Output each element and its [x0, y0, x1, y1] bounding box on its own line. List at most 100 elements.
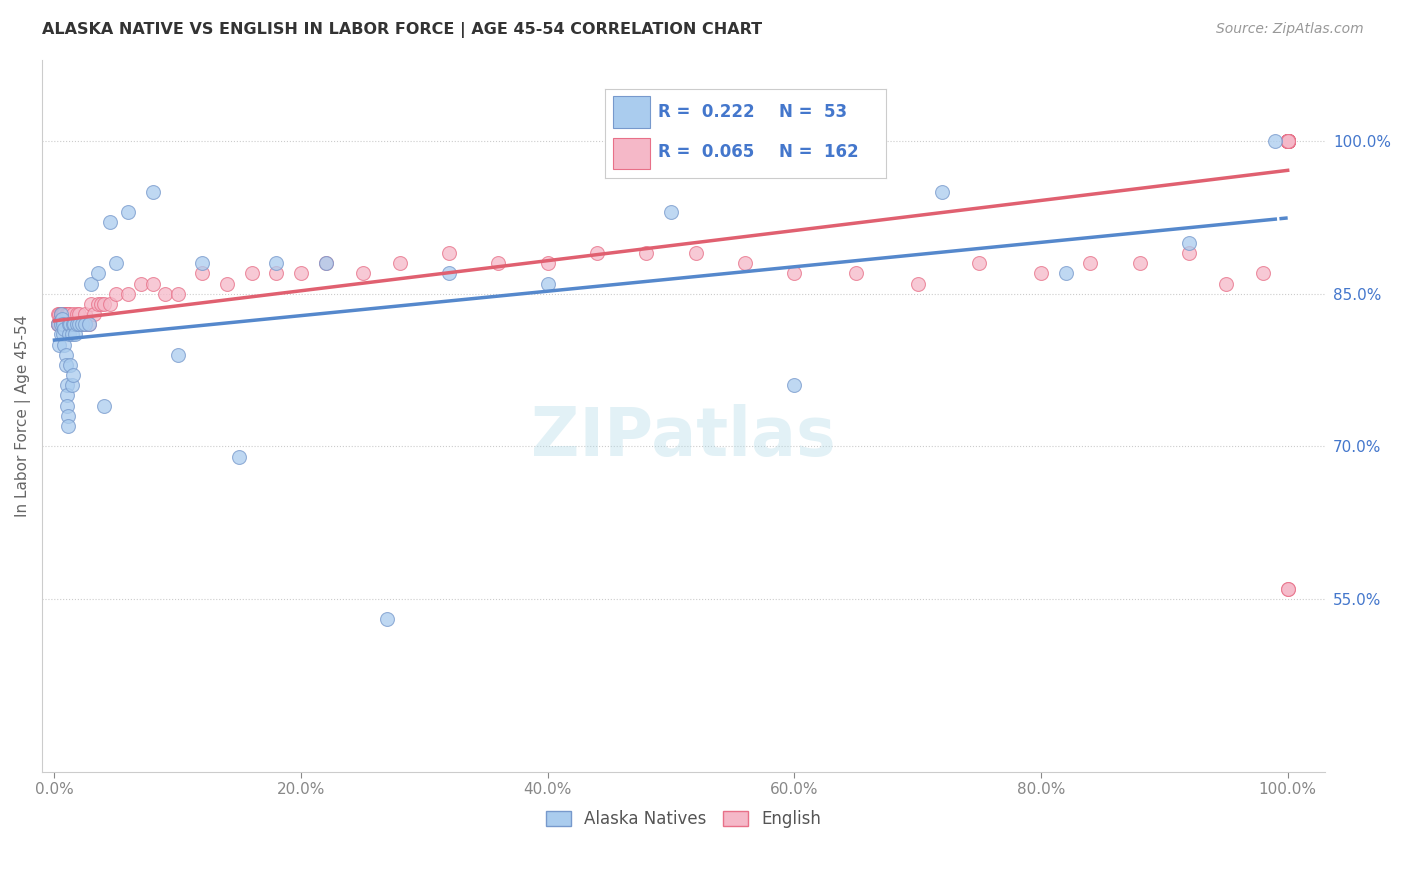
- Point: [1277, 134, 1299, 148]
- Point: [1277, 582, 1299, 596]
- Point: [75, 317, 97, 331]
- Point: [52, 307, 75, 321]
- Point: [105, 256, 128, 270]
- Point: [783, 378, 806, 392]
- Point: [1277, 134, 1299, 148]
- Point: [53, 317, 76, 331]
- Point: [62, 317, 84, 331]
- Point: [1277, 134, 1299, 148]
- Point: [1277, 134, 1299, 148]
- Text: Source: ZipAtlas.com: Source: ZipAtlas.com: [1216, 22, 1364, 37]
- Point: [1277, 134, 1299, 148]
- Point: [53, 317, 76, 331]
- Point: [1277, 134, 1299, 148]
- Point: [53, 322, 76, 336]
- Point: [55, 317, 77, 331]
- Point: [1277, 134, 1299, 148]
- Point: [51, 317, 73, 331]
- Point: [56, 409, 79, 423]
- Point: [55, 307, 77, 321]
- Text: N =  162: N = 162: [779, 143, 859, 161]
- Point: [48, 317, 70, 331]
- Point: [52, 317, 75, 331]
- Point: [46, 317, 69, 331]
- Point: [60, 378, 83, 392]
- Point: [1277, 134, 1299, 148]
- FancyBboxPatch shape: [613, 138, 650, 169]
- Point: [60, 317, 83, 331]
- Point: [1277, 134, 1299, 148]
- Point: [659, 205, 682, 219]
- Point: [783, 266, 806, 280]
- Point: [77, 317, 100, 331]
- Point: [1277, 134, 1299, 148]
- Point: [52, 307, 75, 321]
- Point: [48, 317, 70, 331]
- Point: [1080, 256, 1102, 270]
- Point: [46, 317, 69, 331]
- Point: [93, 399, 115, 413]
- Point: [49, 307, 72, 321]
- Point: [46, 307, 69, 321]
- Point: [52, 317, 75, 331]
- Point: [1029, 266, 1052, 280]
- Point: [52, 317, 75, 331]
- Point: [58, 317, 80, 331]
- Point: [1277, 134, 1299, 148]
- Point: [46, 317, 69, 331]
- Point: [142, 277, 165, 291]
- Point: [1277, 134, 1299, 148]
- Point: [49, 307, 72, 321]
- Point: [129, 277, 152, 291]
- Point: [1251, 266, 1274, 280]
- Point: [67, 317, 90, 331]
- Point: [53, 317, 76, 331]
- Point: [1277, 134, 1299, 148]
- Point: [65, 327, 87, 342]
- Point: [56, 317, 79, 331]
- Point: [59, 317, 82, 331]
- Point: [117, 286, 139, 301]
- Point: [1277, 134, 1299, 148]
- Point: [62, 317, 84, 331]
- Point: [51, 317, 73, 331]
- Point: [52, 317, 75, 331]
- Point: [53, 307, 76, 321]
- Point: [56, 419, 79, 434]
- Point: [55, 399, 77, 413]
- Point: [685, 246, 707, 260]
- Point: [52, 317, 75, 331]
- Point: [67, 307, 90, 321]
- Point: [1277, 134, 1299, 148]
- Point: [734, 256, 756, 270]
- Point: [63, 317, 86, 331]
- Point: [1129, 256, 1152, 270]
- Point: [155, 286, 177, 301]
- Point: [55, 388, 77, 402]
- Point: [49, 307, 72, 321]
- Point: [1277, 134, 1299, 148]
- Point: [66, 317, 89, 331]
- Point: [58, 317, 80, 331]
- Point: [70, 317, 93, 331]
- Point: [55, 317, 77, 331]
- Point: [58, 317, 80, 331]
- Point: [67, 317, 90, 331]
- Point: [86, 266, 108, 280]
- Point: [70, 317, 93, 331]
- Point: [52, 317, 75, 331]
- Point: [66, 317, 89, 331]
- FancyBboxPatch shape: [613, 96, 650, 128]
- Point: [388, 256, 411, 270]
- Point: [1277, 134, 1299, 148]
- Point: [166, 286, 188, 301]
- Point: [969, 256, 991, 270]
- Point: [55, 378, 77, 392]
- Y-axis label: In Labor Force | Age 45-54: In Labor Force | Age 45-54: [15, 315, 31, 517]
- Point: [1277, 134, 1299, 148]
- Point: [55, 317, 77, 331]
- Text: R =  0.065: R = 0.065: [658, 143, 754, 161]
- Point: [105, 286, 128, 301]
- Point: [1277, 134, 1299, 148]
- Text: ZIPatlas: ZIPatlas: [531, 404, 835, 470]
